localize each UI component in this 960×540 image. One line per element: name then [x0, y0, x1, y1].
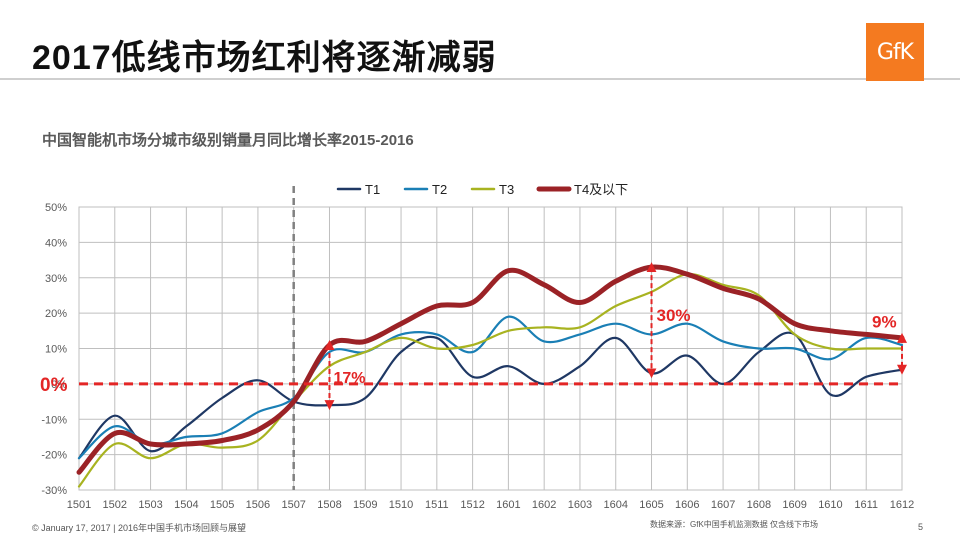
y-tick-label: 10%	[45, 344, 67, 356]
x-tick-label: 1508	[317, 499, 341, 511]
gap-label-1605: 30%	[657, 306, 691, 325]
x-tick-label: 1512	[460, 499, 484, 511]
x-tick-label: 1511	[425, 499, 449, 511]
zero-label: 0%	[40, 375, 68, 396]
x-tick-label: 1605	[639, 499, 663, 511]
x-tick-label: 1502	[103, 499, 127, 511]
x-tick-label: 1608	[747, 499, 771, 511]
title-divider	[0, 78, 960, 80]
x-tick-label: 1612	[890, 499, 914, 511]
x-tick-label: 1505	[210, 499, 234, 511]
x-tick-label: 1606	[675, 499, 699, 511]
y-tick-label: 40%	[45, 237, 67, 249]
gap-label-1612: 9%	[872, 312, 897, 331]
x-tick-label: 1503	[138, 499, 162, 511]
y-tick-label: 20%	[45, 308, 67, 320]
x-tick-label: 1504	[174, 499, 198, 511]
gfk-logo: GfK	[866, 23, 924, 81]
series-line-T1	[77, 331, 904, 460]
x-tick-label: 1507	[281, 499, 305, 511]
legend-label: T3	[499, 182, 514, 197]
y-tick-label: -10%	[41, 414, 67, 426]
chart-title: 中国智能机市场分城市级别销量月同比增长率2015-2016	[42, 132, 414, 149]
x-tick-label: 1601	[496, 499, 520, 511]
series-line-T4及以下	[76, 264, 905, 475]
x-tick-label: 1610	[818, 499, 842, 511]
x-tick-label: 1506	[246, 499, 270, 511]
footer-copyright: © January 17, 2017 | 2016年中国手机市场回顾与展望	[32, 523, 247, 533]
page-number: 5	[918, 522, 924, 532]
legend-label: T1	[365, 182, 380, 197]
x-tick-label: 1611	[854, 499, 878, 511]
legend-label: T2	[432, 182, 447, 197]
series-line-T2	[77, 315, 904, 460]
x-tick-label: 1510	[389, 499, 413, 511]
y-tick-label: 0%	[51, 379, 67, 391]
page-title: 2017低线市场红利将逐渐减弱	[32, 39, 497, 77]
x-tick-label: 1602	[532, 499, 556, 511]
gap-label-1508: 17%	[333, 370, 365, 387]
x-tick-label: 1603	[568, 499, 592, 511]
y-tick-label: 30%	[45, 273, 67, 285]
legend-label: T4及以下	[574, 182, 628, 197]
x-tick-label: 1501	[67, 499, 91, 511]
y-tick-label: 50%	[45, 202, 67, 214]
footer-source: 数据来源：GfK中国手机监测数据 仅含线下市场	[650, 520, 819, 529]
y-tick-label: -20%	[41, 450, 67, 462]
x-tick-label: 1604	[603, 499, 627, 511]
x-tick-label: 1607	[711, 499, 735, 511]
x-tick-label: 1609	[782, 499, 806, 511]
y-tick-label: -30%	[41, 485, 67, 497]
x-tick-label: 1509	[353, 499, 377, 511]
